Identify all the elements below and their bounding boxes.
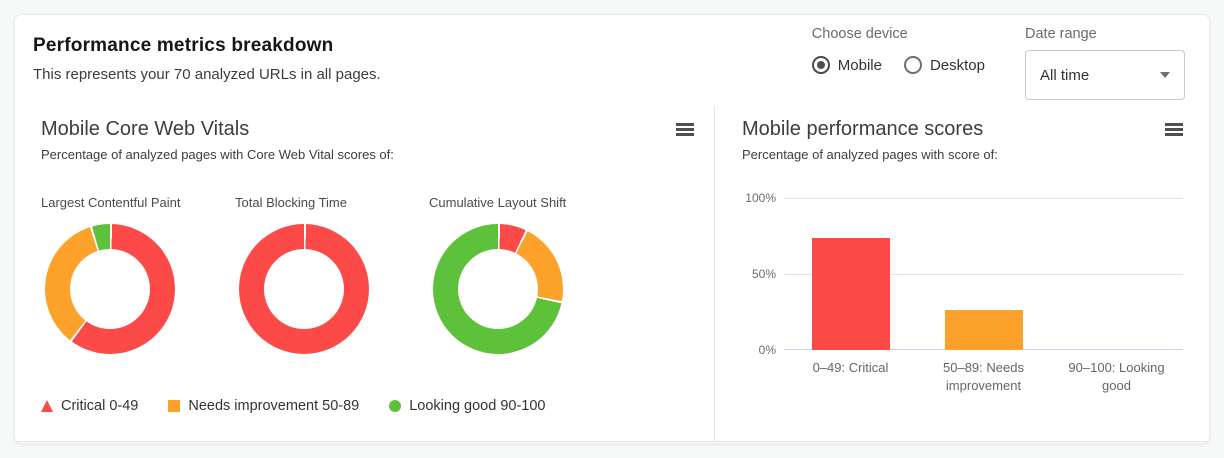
choose-device-label: Choose device [811, 26, 908, 42]
date-range-control: Date range All time [1025, 26, 1185, 100]
donut-group-lcp: Largest Contentful Paint [41, 195, 207, 354]
legend-text-needs-improvement: Needs improvement 50-89 [188, 398, 360, 414]
date-range-select[interactable]: All time [1025, 50, 1185, 100]
square-marker-icon [168, 400, 181, 412]
core-web-vitals-subtitle: Percentage of analyzed pages with Core W… [41, 147, 394, 162]
legend-item-needs-improvement: Needs improvement 50-89 [168, 398, 359, 414]
x-axis-labels: 0–49: Critical 50–89: Needs improvement … [784, 359, 1183, 395]
performance-scores-panel: Mobile performance scores Percentage of … [714, 106, 1209, 441]
device-chooser: Choose device Mobile Desktop [811, 26, 985, 100]
y-tick-100: 100% [745, 191, 776, 205]
plot-area [784, 198, 1183, 350]
device-radio-group: Mobile Desktop [811, 56, 985, 74]
bar-needs-improvement [944, 310, 1023, 350]
donut-chart-tbt [239, 224, 369, 354]
header-controls: Choose device Mobile Desktop Date range … [811, 26, 1185, 100]
device-radio-mobile[interactable]: Mobile [811, 56, 882, 74]
circle-marker-icon [389, 400, 402, 412]
gridline-50 [784, 274, 1183, 275]
donut-label-lcp: Largest Contentful Paint [41, 195, 181, 210]
performance-scores-subtitle: Percentage of analyzed pages with score … [742, 147, 998, 162]
performance-scores-title: Mobile performance scores [742, 118, 984, 140]
bars [784, 198, 1183, 350]
core-web-vitals-title: Mobile Core Web Vitals [41, 118, 250, 140]
x-label-looking-good: 90–100: Looking good [1068, 360, 1165, 394]
bar-critical [811, 237, 890, 350]
legend-item-critical: Critical 0-49 [41, 398, 138, 414]
x-label-needs-improvement: 50–89: Needs improvement [943, 360, 1024, 394]
date-range-label: Date range [1025, 26, 1097, 42]
charts-section: Mobile Core Web Vitals Percentage of ana… [15, 106, 1209, 442]
radio-unselected-icon [903, 56, 922, 74]
triangle-marker-icon [41, 400, 53, 412]
radio-label-mobile: Mobile [837, 56, 882, 74]
donut-group-tbt: Total Blocking Time [235, 195, 401, 354]
device-radio-desktop[interactable]: Desktop [903, 56, 985, 74]
core-web-vitals-panel: Mobile Core Web Vitals Percentage of ana… [15, 106, 714, 441]
legend: Critical 0-49 Needs improvement 50-89 Lo… [41, 398, 694, 414]
hamburger-menu-icon[interactable] [1165, 123, 1183, 136]
radio-label-desktop: Desktop [929, 56, 985, 74]
bar-chart: 100% 50% 0% [742, 191, 1183, 357]
performance-metrics-card: Performance metrics breakdown This repre… [14, 14, 1210, 444]
donut-label-cls: Cumulative Layout Shift [429, 195, 567, 210]
x-label-critical: 0–49: Critical [812, 360, 889, 375]
donut-chart-lcp [45, 224, 175, 354]
donut-label-tbt: Total Blocking Time [235, 195, 347, 210]
donut-row: Largest Contentful Paint Total Blocking … [41, 195, 694, 354]
page-subtitle: This represents your 70 analyzed URLs in… [33, 66, 381, 83]
chevron-down-icon [1160, 72, 1170, 78]
donut-group-cls: Cumulative Layout Shift [429, 195, 595, 354]
legend-text-critical: Critical 0-49 [61, 398, 139, 414]
y-axis: 100% 50% 0% [742, 191, 784, 357]
header: Performance metrics breakdown This repre… [15, 15, 1209, 106]
radio-selected-icon [811, 56, 830, 74]
gridline-100 [784, 198, 1183, 199]
donut-chart-cls [433, 224, 563, 354]
y-tick-0: 0% [758, 343, 776, 357]
legend-text-looking-good: Looking good 90-100 [409, 398, 546, 414]
date-range-value: All time [1040, 66, 1090, 84]
legend-item-looking-good: Looking good 90-100 [389, 398, 546, 414]
hamburger-menu-icon[interactable] [676, 123, 694, 136]
y-tick-50: 50% [751, 267, 776, 281]
page-title: Performance metrics breakdown [33, 35, 334, 56]
